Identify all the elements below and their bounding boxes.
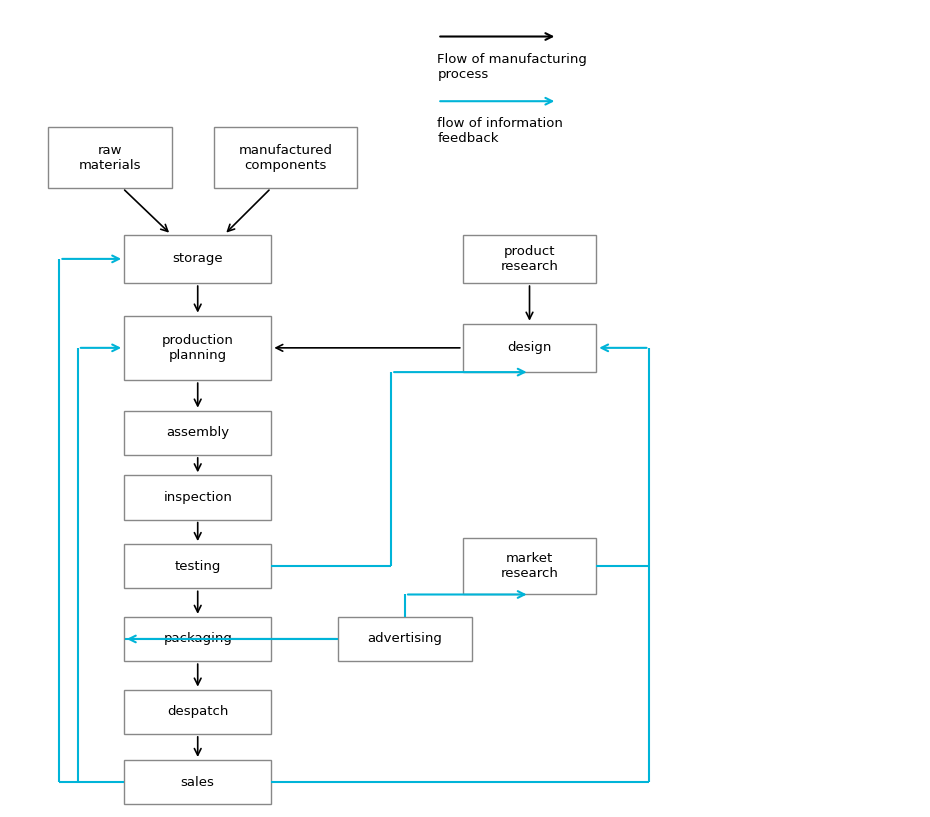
FancyBboxPatch shape	[48, 127, 172, 188]
FancyBboxPatch shape	[124, 315, 272, 380]
FancyBboxPatch shape	[124, 410, 272, 455]
Text: design: design	[508, 342, 551, 355]
FancyBboxPatch shape	[124, 617, 272, 661]
Text: Flow of manufacturing
process: Flow of manufacturing process	[437, 52, 587, 81]
Text: assembly: assembly	[166, 426, 230, 440]
Text: inspection: inspection	[164, 491, 232, 504]
FancyBboxPatch shape	[124, 544, 272, 588]
Text: raw
materials: raw materials	[79, 144, 141, 172]
Text: testing: testing	[175, 560, 221, 573]
Text: advertising: advertising	[367, 632, 443, 645]
FancyBboxPatch shape	[339, 617, 472, 661]
Text: flow of information
feedback: flow of information feedback	[437, 118, 564, 145]
FancyBboxPatch shape	[463, 538, 596, 595]
Text: manufactured
components: manufactured components	[238, 144, 332, 172]
FancyBboxPatch shape	[124, 475, 272, 520]
Text: despatch: despatch	[167, 705, 229, 718]
FancyBboxPatch shape	[463, 234, 596, 283]
Text: market
research: market research	[500, 552, 558, 580]
Text: product
research: product research	[500, 245, 558, 273]
FancyBboxPatch shape	[124, 234, 272, 283]
Text: storage: storage	[172, 252, 223, 266]
FancyBboxPatch shape	[124, 690, 272, 734]
FancyBboxPatch shape	[463, 324, 596, 372]
FancyBboxPatch shape	[214, 127, 357, 188]
Text: production
planning: production planning	[162, 334, 233, 362]
Text: sales: sales	[180, 775, 215, 788]
FancyBboxPatch shape	[124, 760, 272, 805]
Text: packaging: packaging	[164, 632, 232, 645]
